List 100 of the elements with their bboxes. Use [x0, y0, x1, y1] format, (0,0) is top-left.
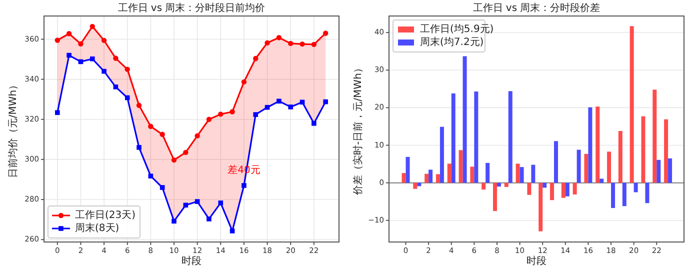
legend-label: 工作日(23天)	[75, 210, 136, 222]
bar	[406, 156, 410, 183]
legend-label: 周末(均7.2元)	[420, 36, 484, 48]
point	[218, 200, 224, 206]
point	[171, 157, 177, 163]
x-axis-title: 时段	[526, 255, 546, 267]
bar	[516, 164, 520, 183]
bar	[492, 182, 497, 212]
point	[183, 150, 188, 156]
point	[113, 84, 118, 90]
bar	[596, 106, 600, 183]
bar	[641, 116, 646, 183]
bar	[413, 182, 418, 189]
point	[55, 110, 60, 115]
point	[148, 124, 154, 129]
point	[253, 112, 258, 117]
point	[288, 40, 294, 46]
point	[78, 41, 84, 46]
bar	[618, 130, 622, 183]
point	[312, 120, 316, 126]
bar	[504, 182, 508, 187]
point	[102, 68, 106, 74]
bar	[584, 154, 588, 183]
bar	[622, 182, 626, 206]
point	[323, 99, 328, 104]
point	[113, 56, 118, 61]
point	[206, 216, 212, 222]
bar	[600, 178, 604, 183]
point	[288, 104, 294, 110]
bar	[542, 182, 547, 188]
point	[66, 52, 72, 58]
bar	[496, 182, 501, 187]
legend-label: 工作日(均5.9元)	[420, 23, 494, 36]
legend-label: 周末(8天)	[75, 222, 120, 234]
point	[148, 174, 154, 178]
bar	[611, 182, 616, 208]
bar	[630, 26, 634, 183]
bar	[440, 126, 444, 183]
bar	[458, 150, 463, 183]
point	[124, 66, 130, 72]
point	[136, 145, 142, 150]
bar	[451, 93, 456, 183]
bar	[561, 182, 566, 198]
point	[230, 109, 235, 114]
bar	[588, 107, 592, 183]
point	[101, 38, 107, 44]
point	[276, 35, 282, 40]
bar	[428, 170, 433, 183]
bar	[645, 182, 650, 204]
bar	[402, 173, 406, 183]
bar	[554, 141, 558, 183]
bar	[652, 90, 657, 183]
point	[241, 79, 247, 85]
bar	[664, 119, 668, 183]
point	[311, 42, 317, 48]
bar	[436, 174, 440, 183]
bar	[607, 152, 612, 183]
bar	[634, 182, 638, 192]
bar	[527, 182, 532, 195]
point	[218, 112, 224, 117]
bar	[572, 182, 577, 194]
point	[172, 218, 176, 224]
point	[160, 185, 165, 190]
bar	[520, 167, 524, 183]
point	[194, 133, 200, 138]
point	[253, 56, 258, 62]
bar	[462, 56, 467, 183]
bar	[576, 150, 581, 183]
bar	[550, 182, 554, 200]
bar	[482, 182, 486, 190]
point	[242, 183, 246, 188]
point	[183, 202, 188, 208]
y-axis-title: 价差（实时-日前，元/MWh）	[352, 63, 364, 196]
point	[206, 116, 212, 122]
point	[264, 40, 270, 46]
point	[124, 95, 130, 100]
point	[264, 104, 270, 110]
point	[276, 98, 282, 104]
bar	[538, 182, 543, 232]
bar	[470, 166, 474, 183]
chart-title: 工作日 vs 周末：分时段日前均价	[118, 2, 266, 14]
point	[136, 102, 142, 108]
x-axis-title: 时段	[182, 255, 202, 267]
bar	[656, 160, 661, 183]
bar	[447, 164, 452, 183]
bar	[424, 174, 429, 183]
bar	[508, 91, 512, 183]
bar	[486, 162, 490, 183]
point	[230, 228, 235, 234]
bar	[668, 158, 672, 183]
point	[194, 199, 200, 204]
point	[160, 132, 165, 138]
bar	[565, 182, 570, 196]
bar	[474, 92, 478, 183]
chart-title: 工作日 vs 周末：分时段价差	[472, 2, 600, 14]
bar	[531, 164, 536, 183]
point	[66, 31, 72, 36]
point	[54, 38, 60, 43]
point	[90, 24, 95, 30]
point	[300, 41, 305, 47]
